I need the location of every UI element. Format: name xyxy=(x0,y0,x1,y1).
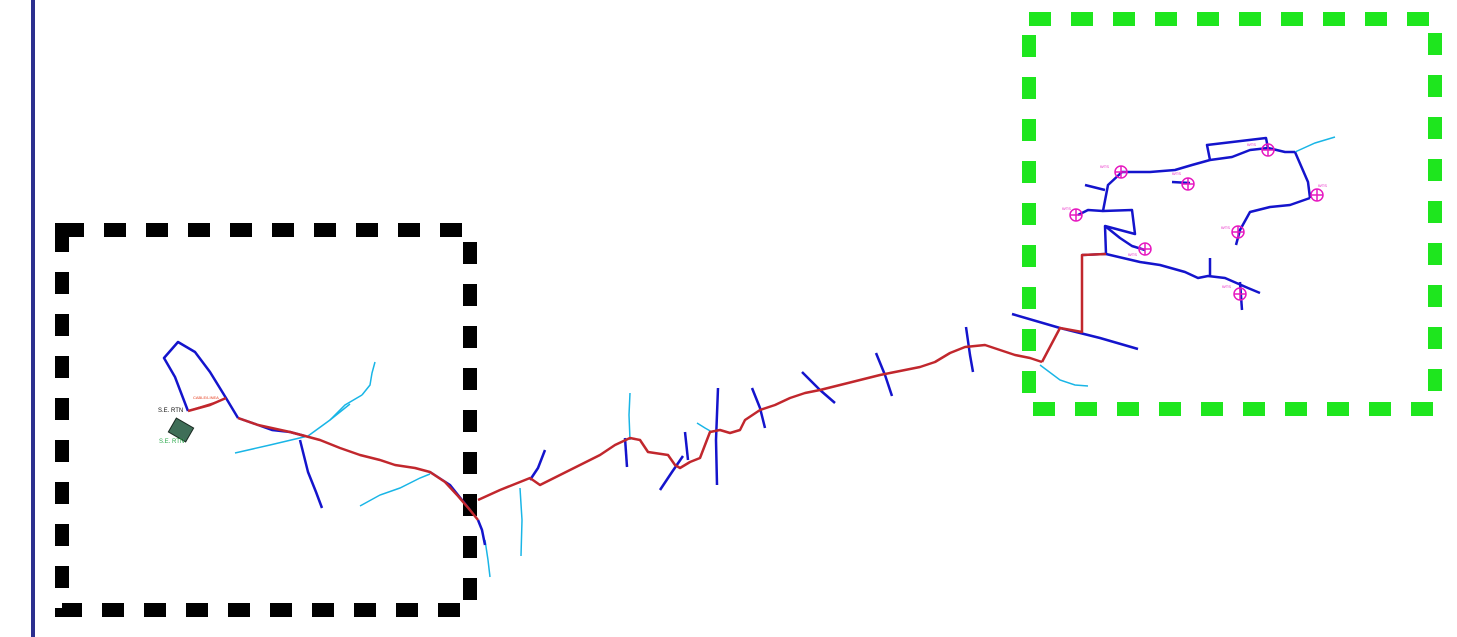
water-line xyxy=(484,539,491,578)
distribution-line xyxy=(1101,146,1295,255)
distribution-line xyxy=(298,439,324,509)
well-label: WTS xyxy=(1062,206,1071,211)
main-lines xyxy=(187,252,1107,521)
substation-label-bottom: S.E. RTN xyxy=(159,439,184,445)
well-label: WTS xyxy=(1172,171,1181,176)
distribution-line xyxy=(1084,183,1106,192)
distribution-line xyxy=(1234,196,1311,246)
water-line xyxy=(696,422,713,433)
main-line xyxy=(477,343,1043,502)
well-marker xyxy=(1233,287,1247,301)
distribution-lines xyxy=(162,136,1312,546)
distribution-line xyxy=(1238,281,1244,311)
well-labels: WTS WTS WTS WTS WTS WTS WTS WTS xyxy=(1062,142,1327,289)
well-markers[interactable] xyxy=(1069,143,1324,301)
well-marker xyxy=(1114,165,1128,179)
water-line xyxy=(361,361,376,396)
water-line xyxy=(359,473,431,507)
well-label: WTS xyxy=(1247,142,1256,147)
well-label: WTS xyxy=(1318,183,1327,188)
distribution-line xyxy=(623,437,629,468)
distribution-line xyxy=(528,449,547,481)
distribution-line xyxy=(714,387,720,486)
water-line xyxy=(234,394,363,454)
well-label: WTS xyxy=(1221,225,1230,230)
distribution-line xyxy=(1293,151,1312,199)
well-marker xyxy=(1310,188,1324,202)
distribution-line xyxy=(476,519,487,546)
well-label: WTS xyxy=(1128,252,1137,257)
substation[interactable]: CABLE/LINEA S.E. RTN S.E. RTN xyxy=(158,395,223,445)
substation-symbol xyxy=(167,417,195,443)
well-label: WTS xyxy=(1100,164,1109,169)
well-marker xyxy=(1069,208,1083,222)
water-line xyxy=(1039,364,1089,387)
main-line xyxy=(237,416,479,521)
well-marker xyxy=(1181,177,1195,191)
distribution-line xyxy=(1171,180,1191,185)
distribution-line xyxy=(964,326,975,373)
cable-label: CABLE/LINEA xyxy=(193,395,219,400)
water-line xyxy=(329,403,351,421)
left-frame-bar xyxy=(31,0,35,637)
water-line xyxy=(519,487,523,557)
green-dashed-box[interactable] xyxy=(1022,12,1442,416)
well-marker xyxy=(1138,242,1152,256)
main-line xyxy=(1040,252,1107,363)
cable-leader xyxy=(189,399,223,411)
black-dashed-box[interactable] xyxy=(55,223,477,617)
water-lines xyxy=(234,136,1336,578)
well-label: WTS xyxy=(1222,284,1231,289)
distribution-line xyxy=(658,455,685,491)
substation-label-top: S.E. RTN xyxy=(158,408,183,414)
distribution-line xyxy=(1105,252,1261,295)
distribution-line xyxy=(750,387,767,429)
distribution-line xyxy=(1205,136,1270,161)
well-marker xyxy=(1231,225,1245,239)
water-line xyxy=(628,392,631,441)
distribution-line xyxy=(683,431,690,461)
well-marker xyxy=(1261,143,1275,157)
water-line xyxy=(1294,136,1336,153)
distribution-line xyxy=(162,340,240,419)
distribution-line xyxy=(1011,312,1139,351)
